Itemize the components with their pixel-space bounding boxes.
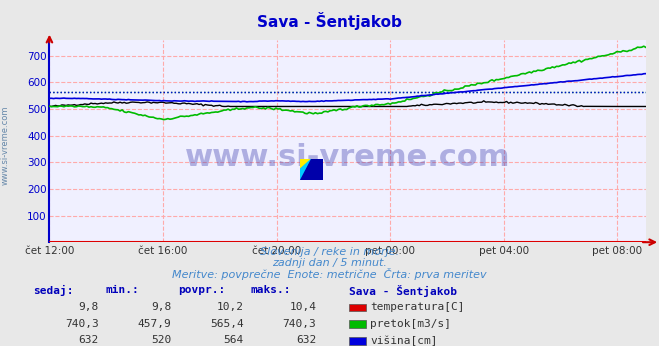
Text: 9,8: 9,8 <box>151 302 171 312</box>
Polygon shape <box>300 159 323 180</box>
Text: temperatura[C]: temperatura[C] <box>370 302 465 312</box>
Polygon shape <box>300 159 312 170</box>
Text: 564: 564 <box>223 335 244 345</box>
Text: Sava - Šentjakob: Sava - Šentjakob <box>349 285 457 298</box>
Text: maks.:: maks.: <box>250 285 291 295</box>
Text: www.si-vreme.com: www.si-vreme.com <box>1 106 10 185</box>
Text: Sava - Šentjakob: Sava - Šentjakob <box>257 12 402 30</box>
Text: 632: 632 <box>296 335 316 345</box>
Text: 520: 520 <box>151 335 171 345</box>
Text: 10,2: 10,2 <box>217 302 244 312</box>
Text: 565,4: 565,4 <box>210 319 244 329</box>
Text: Meritve: povprečne  Enote: metrične  Črta: prva meritev: Meritve: povprečne Enote: metrične Črta:… <box>172 268 487 280</box>
Text: 740,3: 740,3 <box>65 319 99 329</box>
Text: sedaj:: sedaj: <box>33 285 73 297</box>
Text: 9,8: 9,8 <box>78 302 99 312</box>
Text: povpr.:: povpr.: <box>178 285 225 295</box>
Text: 632: 632 <box>78 335 99 345</box>
Text: pretok[m3/s]: pretok[m3/s] <box>370 319 451 329</box>
Polygon shape <box>300 159 312 180</box>
Text: min.:: min.: <box>105 285 139 295</box>
Text: www.si-vreme.com: www.si-vreme.com <box>185 143 510 172</box>
Text: 457,9: 457,9 <box>138 319 171 329</box>
Text: 740,3: 740,3 <box>283 319 316 329</box>
Text: Slovenija / reke in morje.: Slovenija / reke in morje. <box>260 247 399 257</box>
Text: višina[cm]: višina[cm] <box>370 335 438 346</box>
Text: zadnji dan / 5 minut.: zadnji dan / 5 minut. <box>272 258 387 268</box>
Text: 10,4: 10,4 <box>289 302 316 312</box>
